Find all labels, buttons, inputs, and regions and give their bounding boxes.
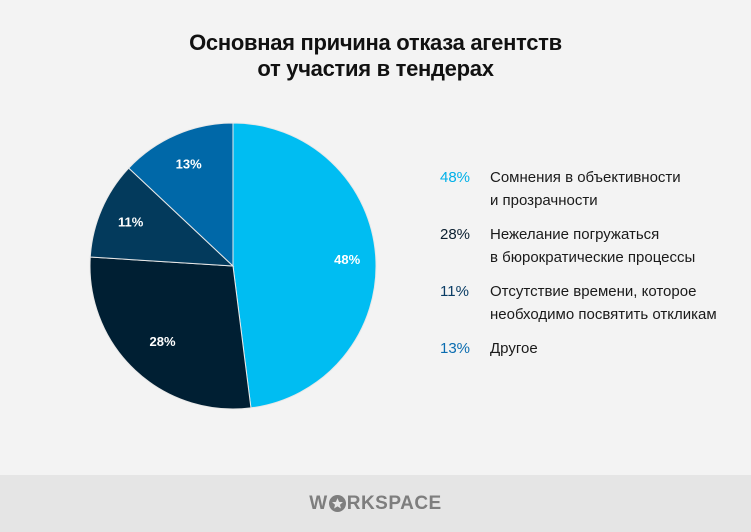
legend-percent: 11% <box>440 283 469 300</box>
legend-label: Другое <box>490 337 750 360</box>
legend-label: Отсутствие времени, которое необходимо п… <box>490 280 750 326</box>
pie-slice-label: 13% <box>176 157 202 172</box>
pie-slice <box>89 256 252 410</box>
legend-item: 13% Другое <box>440 337 750 360</box>
legend-label: Нежелание погружаться в бюрократические … <box>490 223 750 269</box>
chart-title-line-1: Основная причина отказа агентств <box>189 30 562 55</box>
chart-title-line-2: от участия в тендерах <box>257 56 494 81</box>
legend-percent: 28% <box>440 226 471 243</box>
legend-label-line: Отсутствие времени, которое <box>490 283 697 300</box>
pie-slice <box>232 122 377 409</box>
chart-title: Основная причина отказа агентств от учас… <box>0 30 751 82</box>
legend-percent: 13% <box>440 340 471 357</box>
legend-item: 11% Отсутствие времени, которое необходи… <box>440 280 750 326</box>
footer: W RKSPACE <box>0 475 751 532</box>
legend-label-line: Нежелание погружаться <box>490 226 660 243</box>
legend-item: 28% Нежелание погружаться в бюрократичес… <box>440 223 750 269</box>
legend-item: 48% Сомнения в объективности и прозрачно… <box>440 166 750 212</box>
pie-slice-label: 11% <box>118 215 144 230</box>
legend-label-line: в бюрократические процессы <box>490 249 696 266</box>
pie-slice <box>89 167 235 267</box>
legend-label: Сомнения в объективности и прозрачности <box>490 166 750 212</box>
legend-label-line: и прозрачности <box>490 192 598 209</box>
workspace-logo: W RKSPACE <box>309 493 441 515</box>
pie-slice-label: 48% <box>334 252 360 267</box>
star-icon <box>328 495 346 512</box>
pie-slices <box>89 122 377 410</box>
legend-label-line: Сомнения в объективности <box>490 169 681 186</box>
pie-chart: 48% 28% 11% 13% <box>89 122 377 410</box>
pie-labels: 48% 28% 11% 13% <box>118 157 361 349</box>
logo-text-start: W <box>309 492 328 514</box>
legend-label-line: Другое <box>490 340 538 357</box>
legend-percent: 48% <box>440 169 471 186</box>
legend-label-line: необходимо посвятить откликам <box>490 306 717 323</box>
pie-slice <box>128 122 234 268</box>
pie-slice-label: 28% <box>150 334 176 349</box>
logo-text-end: RKSPACE <box>346 492 442 514</box>
legend: 48% Сомнения в объективности и прозрачно… <box>440 166 750 371</box>
